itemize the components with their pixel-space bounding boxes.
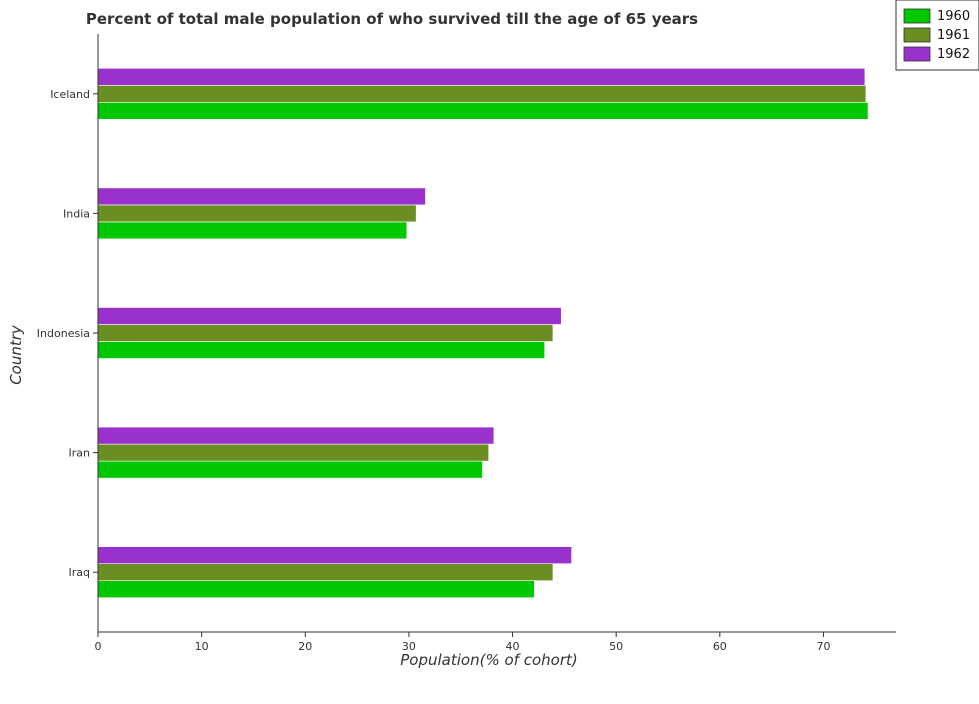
legend-label-1960: 1960 <box>937 9 970 24</box>
x-tick-label: 60 <box>713 640 727 653</box>
legend-swatch-1961 <box>903 27 931 43</box>
bar-iraq-1962 <box>97 546 572 565</box>
bar-iceland-1961 <box>97 85 867 103</box>
x-tick-label: 40 <box>506 640 520 653</box>
bar-iraq-1961 <box>97 563 554 582</box>
legend-swatch-1960 <box>903 8 931 24</box>
bar-indonesia-1961 <box>97 324 554 342</box>
bar-india-1960 <box>97 221 408 240</box>
chart-title: Percent of total male population of who … <box>86 10 698 28</box>
bar-iran-1962 <box>97 426 495 445</box>
legend: 1960 1961 1962 <box>895 0 979 71</box>
bars-layer <box>97 68 869 599</box>
y-tick-label-iran: Iran <box>69 447 91 460</box>
x-tick-label: 20 <box>298 640 312 653</box>
legend-label-1962: 1962 <box>937 47 970 62</box>
y-tick-label-india: India <box>63 207 90 220</box>
x-tick-label: 10 <box>195 640 209 653</box>
bar-iceland-1960 <box>97 102 869 120</box>
x-tick-label: 70 <box>816 640 830 653</box>
bar-iran-1960 <box>97 460 483 479</box>
bar-indonesia-1962 <box>97 307 562 325</box>
x-tick-label: 30 <box>402 640 416 653</box>
legend-swatch-1962 <box>903 46 931 62</box>
x-tick-label: 0 <box>95 640 102 653</box>
y-axis-label: Country <box>7 324 25 385</box>
y-tick-label-iceland: Iceland <box>50 88 90 101</box>
x-tick-label: 50 <box>609 640 623 653</box>
bar-iceland-1962 <box>97 68 866 86</box>
bar-india-1961 <box>97 204 417 223</box>
bar-indonesia-1960 <box>97 341 545 359</box>
legend-label-1961: 1961 <box>937 28 970 43</box>
bar-india-1962 <box>97 187 426 206</box>
x-axis-label: Population(% of cohort) <box>400 651 577 669</box>
bar-iran-1961 <box>97 443 490 462</box>
bar-iraq-1960 <box>97 580 535 599</box>
y-tick-label-iraq: Iraq <box>69 566 91 579</box>
y-tick-label-indonesia: Indonesia <box>37 327 90 340</box>
axes-layer: 0 10 20 30 40 50 60 70 Iceland India Indonesia Iran… <box>37 34 896 653</box>
